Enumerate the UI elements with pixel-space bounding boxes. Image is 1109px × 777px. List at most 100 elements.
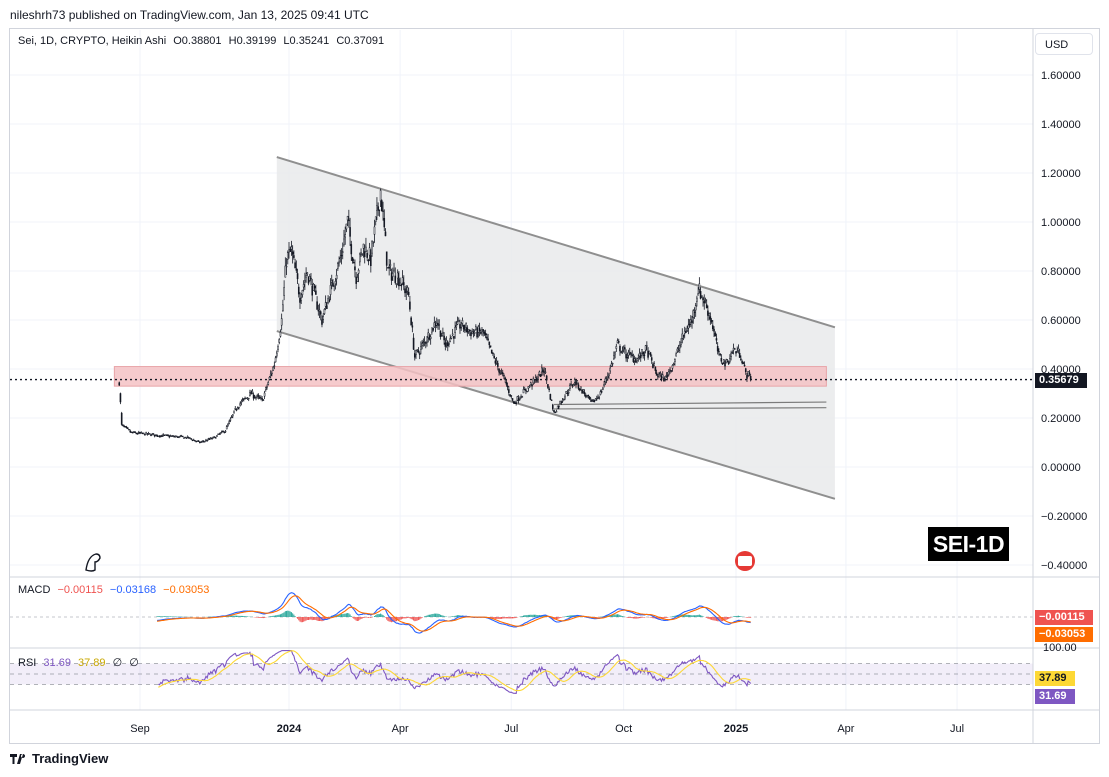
candle-down — [124, 426, 127, 428]
candle-down — [740, 358, 742, 360]
candle-down — [310, 277, 312, 280]
candle-down — [328, 299, 331, 302]
candle-down — [131, 432, 134, 434]
support-line-2 — [554, 407, 827, 410]
candle-up — [180, 435, 183, 437]
candle-down — [177, 436, 179, 438]
candle-down — [434, 323, 437, 326]
candle-down — [453, 336, 455, 339]
candle-down — [202, 441, 205, 443]
candle-down — [252, 394, 255, 399]
candle-up — [616, 340, 619, 344]
candle-up — [532, 378, 535, 384]
y-tick-label: 1.20000 — [1041, 168, 1081, 180]
tradingview-logo[interactable]: TradingView — [10, 751, 108, 766]
candle-down — [311, 286, 314, 296]
candle-up — [433, 322, 436, 328]
candle-up — [213, 436, 216, 438]
candle-up — [401, 277, 404, 284]
candle-up — [251, 390, 254, 394]
candle-down — [183, 437, 185, 439]
candle-up — [423, 341, 426, 343]
candle-down — [403, 282, 405, 286]
candle-up — [589, 398, 592, 400]
candle-down — [506, 385, 509, 388]
macd-tag: −0.00115 — [1035, 610, 1093, 625]
candle-up — [174, 436, 177, 438]
candle-down — [727, 362, 730, 365]
candle-up — [697, 293, 699, 296]
candle-up — [736, 351, 739, 353]
candle-up — [687, 324, 690, 329]
candle-down — [432, 327, 434, 331]
price-legend: Sei, 1D, CRYPTO, Heikin Ashi O0.38801 H0… — [18, 35, 388, 47]
chart-frame — [9, 28, 1100, 744]
candle-up — [683, 330, 686, 334]
candle-up — [729, 358, 731, 362]
candle-down — [363, 251, 366, 257]
candle-up — [246, 397, 249, 399]
candle-up — [473, 332, 476, 334]
candle-up — [604, 378, 607, 383]
candle-down — [199, 441, 201, 444]
x-tick-label: Apr — [392, 723, 409, 735]
candle-up — [133, 431, 135, 433]
candle-up — [528, 386, 531, 388]
candle-up — [229, 418, 232, 421]
legend-open: O0.38801 — [173, 35, 222, 47]
candle-down — [348, 219, 350, 222]
candle-up — [471, 331, 473, 335]
candle-down — [588, 396, 591, 400]
candle-up — [279, 331, 282, 337]
candle-down — [682, 334, 685, 337]
candle-down — [539, 374, 542, 378]
candle-up — [605, 378, 608, 381]
currency-button[interactable]: USD — [1035, 33, 1093, 55]
candle-up — [730, 352, 732, 357]
x-tick-label: Sep — [130, 723, 150, 735]
candle-down — [587, 394, 590, 397]
macd-signal-tag: −0.03053 — [1035, 627, 1093, 642]
candle-down — [163, 434, 166, 436]
candle-down — [505, 381, 508, 385]
candle-up — [622, 347, 625, 349]
candle-up — [456, 321, 459, 325]
candle-up — [448, 343, 450, 345]
candle-down — [462, 324, 465, 330]
candle-up — [421, 343, 423, 346]
candle-down — [135, 432, 138, 435]
candle-up — [573, 379, 576, 383]
candle-up — [346, 216, 349, 221]
candle-up — [467, 329, 470, 332]
candle-up — [609, 367, 612, 372]
candle-up — [449, 338, 452, 343]
candle-up — [196, 440, 199, 442]
candle-down — [619, 345, 621, 352]
candle-up — [606, 375, 609, 379]
candle-up — [365, 246, 367, 252]
candle-up — [140, 432, 143, 434]
candle-down — [709, 316, 712, 320]
candle-down — [381, 200, 383, 212]
candle-up — [499, 372, 502, 374]
candle-up — [570, 383, 572, 386]
candle-up — [686, 330, 688, 332]
candle-down — [650, 357, 653, 361]
candle-up — [597, 396, 599, 399]
candle-down — [437, 323, 439, 326]
candle-up — [280, 318, 283, 326]
candle-down — [168, 436, 171, 438]
candle-down — [702, 297, 704, 301]
y-tick-label: 1.60000 — [1041, 70, 1081, 82]
candle-down — [487, 338, 489, 341]
candle-up — [249, 391, 251, 396]
candle-down — [139, 432, 141, 434]
rsi-ma-tag: 37.89 — [1035, 671, 1075, 686]
legend-low: L0.35241 — [283, 35, 330, 47]
rsi-ma-value: 37.89 — [78, 657, 106, 669]
candle-down — [600, 391, 603, 393]
candle-down — [577, 384, 580, 389]
candle-down — [214, 437, 217, 439]
candle-down — [509, 394, 511, 397]
